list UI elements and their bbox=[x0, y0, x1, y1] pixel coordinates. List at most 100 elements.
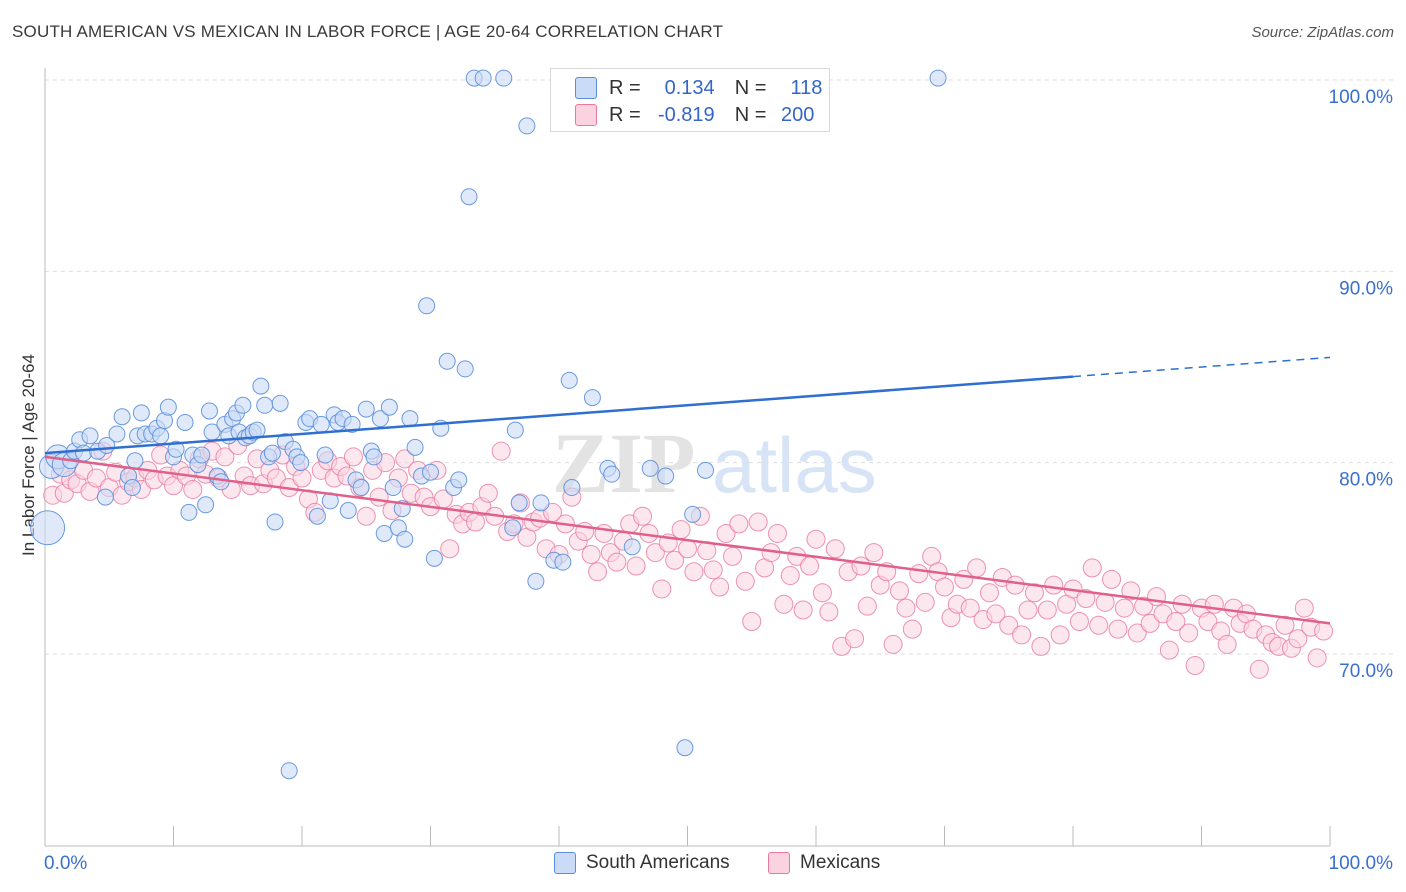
south-americans-point bbox=[438, 352, 456, 370]
south-americans-point bbox=[384, 479, 402, 497]
mexicans-point bbox=[960, 598, 980, 618]
mexicans-point bbox=[1166, 611, 1186, 631]
mexicans-point bbox=[215, 447, 235, 467]
source-credit: Source: ZipAtlas.com bbox=[1251, 24, 1394, 41]
r-label: R = bbox=[609, 103, 641, 126]
legend-row-south-americans: R = 0.134 N = 118 bbox=[575, 75, 822, 101]
south-americans-point bbox=[365, 448, 383, 466]
mexicans-point bbox=[896, 598, 916, 618]
mexicans-point bbox=[857, 596, 877, 616]
mexicans-point bbox=[626, 556, 646, 576]
south-americans-point bbox=[316, 446, 334, 464]
mexicans-point bbox=[1102, 569, 1122, 589]
mexicans-point bbox=[825, 539, 845, 559]
mexicans-point bbox=[645, 543, 665, 563]
n-label: N = bbox=[734, 103, 767, 126]
y-tick-label: 100.0% bbox=[1329, 87, 1394, 108]
mexicans-point bbox=[1179, 623, 1199, 643]
legend-item-south-americans: South Americans bbox=[554, 852, 730, 874]
south-americans-point bbox=[167, 440, 185, 458]
south-americans-trendline bbox=[44, 375, 1074, 455]
south-americans-point bbox=[554, 553, 572, 571]
mexicans-point bbox=[1288, 629, 1308, 649]
mexicans-point bbox=[722, 546, 742, 566]
mexicans-point bbox=[1140, 613, 1160, 633]
south-americans-point bbox=[81, 427, 99, 445]
mexicans-point bbox=[1307, 648, 1327, 668]
mexicans-point bbox=[1076, 589, 1096, 609]
south-americans-point bbox=[197, 496, 215, 514]
south-americans-point bbox=[339, 502, 357, 519]
mexicans-point bbox=[1127, 623, 1147, 643]
south-americans-point bbox=[308, 507, 326, 525]
south-americans-point bbox=[563, 479, 581, 497]
mexicans-point bbox=[1031, 636, 1051, 656]
south-americans-point bbox=[126, 452, 144, 470]
mexicans-point bbox=[748, 512, 768, 532]
south-americans-point bbox=[132, 404, 150, 422]
y-tick-label: 90.0% bbox=[1339, 278, 1393, 299]
mexicans-point bbox=[1314, 621, 1334, 641]
mexicans-point bbox=[395, 449, 415, 469]
south-americans-point bbox=[401, 410, 419, 428]
legend-label: Mexicans bbox=[800, 852, 881, 873]
r-label: R = bbox=[609, 76, 641, 99]
mexicans-point bbox=[491, 441, 511, 461]
south-americans-point bbox=[406, 438, 424, 456]
south-americans-point bbox=[560, 371, 578, 389]
mexicans-point bbox=[780, 566, 800, 586]
south-americans-point bbox=[193, 446, 211, 464]
x-tick-label: 0.0% bbox=[44, 853, 87, 874]
legend-row-mexicans: R = -0.819 N = 200 bbox=[575, 102, 814, 128]
n-label: N = bbox=[734, 76, 767, 99]
mexicans-point bbox=[1024, 583, 1044, 603]
south-americans-point bbox=[357, 400, 375, 418]
mexicans-point bbox=[678, 539, 697, 559]
south-americans-point bbox=[212, 473, 230, 491]
mexicans-point bbox=[1069, 611, 1089, 631]
south-americans-point bbox=[343, 415, 361, 433]
south-americans-point bbox=[696, 461, 714, 479]
mexicans-point bbox=[1159, 640, 1179, 660]
south-americans-point bbox=[657, 467, 675, 485]
south-americans-point bbox=[583, 389, 601, 407]
south-americans-point bbox=[518, 117, 536, 135]
mexicans-point bbox=[967, 558, 987, 578]
south-americans-point bbox=[380, 398, 398, 416]
y-tick-label: 80.0% bbox=[1339, 470, 1393, 491]
mexicans-point bbox=[671, 520, 691, 540]
mexicans-point bbox=[902, 619, 922, 639]
south-americans-point bbox=[603, 465, 621, 483]
mexicans-point bbox=[594, 523, 614, 543]
mexicans-point bbox=[1198, 611, 1218, 631]
south-americans-point bbox=[292, 454, 310, 472]
mexicans-point bbox=[543, 502, 563, 522]
mexicans-point bbox=[864, 543, 884, 563]
mexicans-point bbox=[1037, 600, 1057, 620]
mexicans-swatch bbox=[768, 852, 790, 874]
mexicans-point bbox=[845, 629, 865, 649]
mexicans-point bbox=[1089, 615, 1109, 635]
south-americans-point bbox=[108, 425, 126, 443]
mexicans-point bbox=[478, 483, 498, 503]
south-americans-point bbox=[159, 398, 177, 416]
mexicans-point bbox=[440, 539, 460, 559]
south-americans-point bbox=[123, 479, 141, 497]
mexicans-point bbox=[703, 560, 723, 580]
mexicans-point bbox=[999, 615, 1019, 635]
mexicans-point bbox=[1050, 625, 1070, 645]
mexicans-point bbox=[909, 564, 929, 584]
mexicans-point bbox=[986, 604, 1006, 624]
mexicans-point bbox=[356, 506, 376, 526]
mexicans-point bbox=[1121, 581, 1141, 601]
legend-label: South Americans bbox=[586, 852, 730, 873]
south-americans-point bbox=[30, 510, 66, 546]
mexicans-point bbox=[183, 479, 203, 499]
mexicans-point bbox=[710, 577, 730, 597]
mexicans-point bbox=[1018, 600, 1038, 620]
south-americans-point bbox=[418, 297, 436, 315]
mexicans-point bbox=[665, 550, 685, 570]
south-americans-point bbox=[422, 463, 439, 481]
mexicans-point bbox=[1275, 615, 1295, 635]
south-americans-point bbox=[504, 519, 522, 537]
